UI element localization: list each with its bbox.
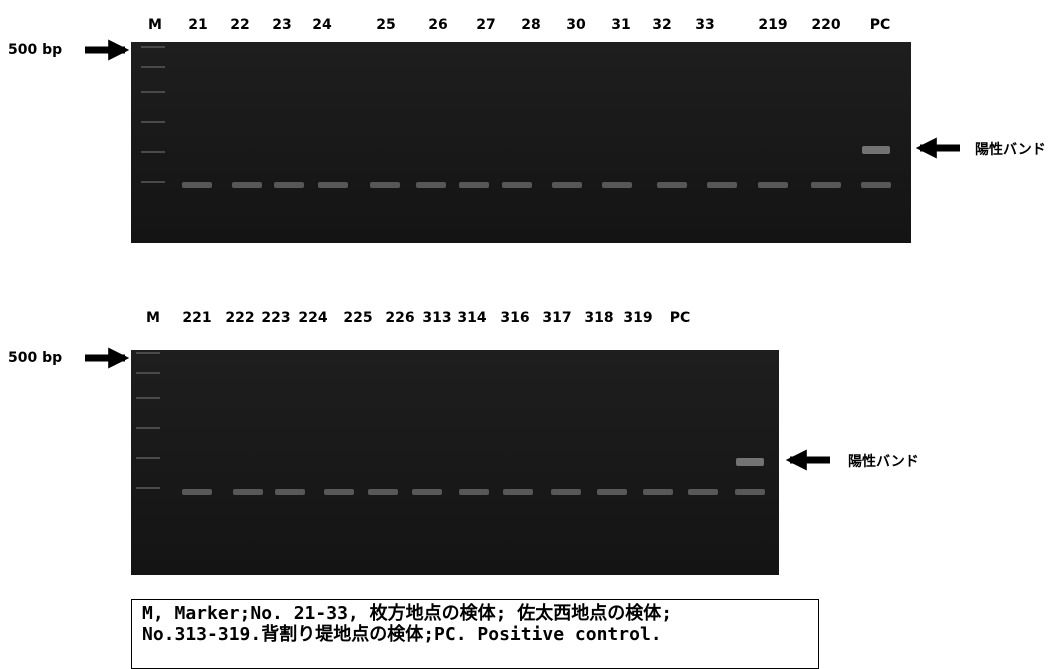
dna-band: [412, 489, 442, 495]
marker-band: [141, 151, 165, 153]
size-label: 500 bp: [8, 42, 62, 58]
dna-band: [233, 489, 263, 495]
dna-band: [758, 182, 788, 188]
lane-label: M: [146, 310, 160, 326]
lane-label: 313: [422, 310, 451, 326]
dna-band: [657, 182, 687, 188]
lane-label: PC: [670, 310, 691, 326]
gel-figure: M 21 22 23 24 25 26 27 28 30 31 32 33 219 220 PC 500 bp 陽…: [0, 0, 1051, 598]
lane-label: 26: [428, 17, 447, 33]
lane-label: 222: [225, 310, 254, 326]
marker-band: [136, 457, 160, 459]
lane-label: 22: [230, 17, 249, 33]
dna-band: [318, 182, 348, 188]
marker-band: [136, 372, 160, 374]
positive-band: [862, 146, 890, 154]
lane-label: 318: [584, 310, 613, 326]
lane-label: 317: [542, 310, 571, 326]
lane-label: 314: [457, 310, 486, 326]
caption-box: M, Marker;No. 21-33, 枚方地点の検体; 佐太西地点の検体;N…: [131, 599, 819, 669]
marker-band: [136, 352, 160, 354]
lane-label: 24: [312, 17, 332, 33]
band-label: 陽性バンド: [975, 141, 1046, 158]
positive-band: [736, 458, 764, 466]
lane-label: 223: [261, 310, 290, 326]
gel-image: [131, 350, 779, 575]
dna-band: [232, 182, 262, 188]
caption-line: M, Marker;No. 21-33, 枚方地点の検体; 佐太西地点の検体;: [142, 603, 808, 624]
dna-band: [602, 182, 632, 188]
dna-band: [861, 182, 891, 188]
dna-band: [459, 182, 489, 188]
lane-label: PC: [870, 17, 891, 33]
dna-band: [182, 489, 212, 495]
dna-band: [597, 489, 627, 495]
lane-label: 225: [343, 310, 372, 326]
dna-band: [811, 182, 841, 188]
lane-label: 221: [182, 310, 211, 326]
marker-band: [136, 427, 160, 429]
lane-label: 316: [500, 310, 529, 326]
dna-band: [688, 489, 718, 495]
dna-band: [416, 182, 446, 188]
dna-band: [551, 489, 581, 495]
lane-label: 219: [758, 17, 787, 33]
lane-label: 319: [623, 310, 652, 326]
lane-label: 226: [385, 310, 414, 326]
figure: M 21 22 23 24 25 26 27 28 30 31 32 33 219 220 PC 500 bp 陽…: [0, 0, 1051, 657]
band-label: 陽性バンド: [848, 453, 919, 470]
lane-label: 30: [566, 17, 586, 33]
dna-band: [643, 489, 673, 495]
lane-label: M: [148, 17, 162, 33]
dna-band: [370, 182, 400, 188]
dna-band: [735, 489, 765, 495]
lane-label: 31: [611, 17, 630, 33]
dna-band: [275, 489, 305, 495]
lane-label: 21: [188, 17, 207, 33]
marker-band: [141, 121, 165, 123]
dna-band: [324, 489, 354, 495]
page: {"gels": [ {"lanes": ["M", "21", "22", "…: [0, 0, 1051, 657]
marker-band: [141, 46, 165, 48]
lane-label: 25: [376, 17, 395, 33]
dna-band: [368, 489, 398, 495]
gel-image: [131, 42, 911, 243]
dna-band: [707, 182, 737, 188]
dna-band: [503, 489, 533, 495]
lane-label: 32: [652, 17, 671, 33]
dna-band: [459, 489, 489, 495]
caption-line: No.313-319.背割り堤地点の検体;PC. Positive contro…: [142, 624, 808, 645]
lane-label: 220: [811, 17, 840, 33]
marker-band: [141, 181, 165, 183]
lane-label: 224: [298, 310, 327, 326]
marker-band: [141, 66, 165, 68]
dna-band: [274, 182, 304, 188]
lane-label: 33: [695, 17, 714, 33]
dna-band: [182, 182, 212, 188]
lane-label: 28: [521, 17, 540, 33]
lane-label: 27: [476, 17, 495, 33]
marker-band: [136, 397, 160, 399]
marker-band: [141, 91, 165, 93]
lane-label: 23: [272, 17, 291, 33]
dna-band: [552, 182, 582, 188]
dna-band: [502, 182, 532, 188]
marker-band: [136, 487, 160, 489]
size-label: 500 bp: [8, 350, 62, 366]
